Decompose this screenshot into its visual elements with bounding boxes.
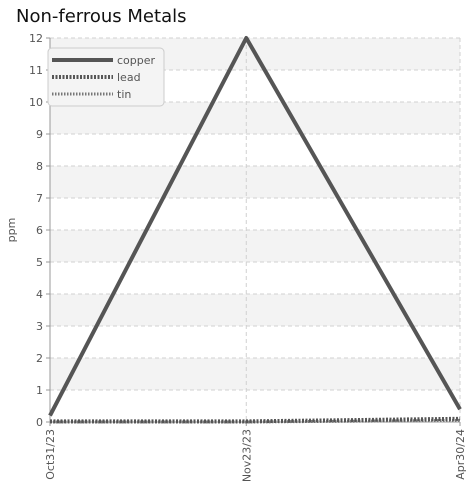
legend: copper lead tin <box>47 47 165 107</box>
legend-label-lead: lead <box>117 71 141 84</box>
y-tick-label: 10 <box>29 96 43 109</box>
x-tick-label: Apr30/24 <box>454 429 467 480</box>
series-lines <box>48 36 462 424</box>
legend-label-tin: tin <box>117 88 131 101</box>
y-tick-label: 6 <box>36 224 43 237</box>
y-tick-label: 9 <box>36 128 43 141</box>
y-tick-label: 5 <box>36 256 43 269</box>
y-tick-label: 1 <box>36 384 43 397</box>
plot-band <box>50 294 460 326</box>
plot-band <box>50 166 460 198</box>
y-tick-label: 2 <box>36 352 43 365</box>
y-tick-label: 11 <box>29 64 43 77</box>
y-tick-label: 3 <box>36 320 43 333</box>
series-line-copper <box>48 36 462 417</box>
legend-label-copper: copper <box>117 54 156 67</box>
y-tick-label: 8 <box>36 160 43 173</box>
y-tick-label: 4 <box>36 288 43 301</box>
y-axis-label: ppm <box>5 218 18 243</box>
y-tick-label: 12 <box>29 32 43 45</box>
y-tick-label: 7 <box>36 192 43 205</box>
x-tick-label: Nov23/23 <box>240 429 253 482</box>
plot-band <box>50 358 460 390</box>
plot-band <box>50 102 460 134</box>
y-tick-label: 0 <box>36 416 43 429</box>
x-tick-label: Oct31/23 <box>44 429 57 480</box>
plot-band <box>50 230 460 262</box>
series-line-lead <box>50 416 461 424</box>
chart-title: Non-ferrous Metals <box>16 6 187 27</box>
